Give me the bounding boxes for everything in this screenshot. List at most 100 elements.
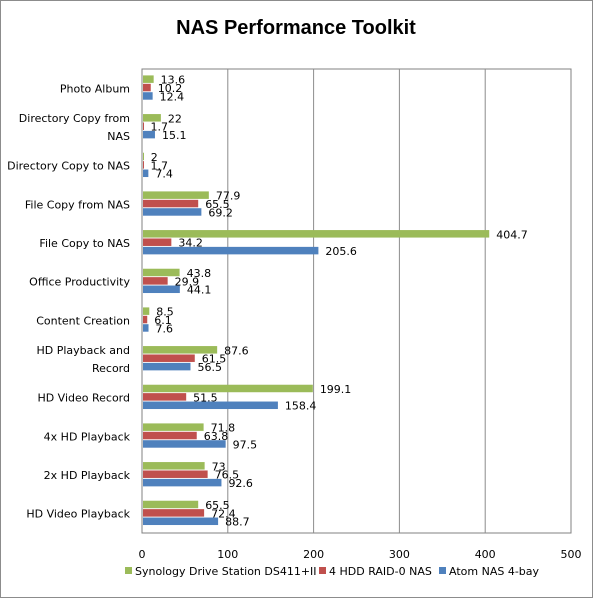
bar-series-0-cat-11 bbox=[143, 500, 199, 509]
data-label: 205.6 bbox=[325, 245, 357, 258]
data-label: 51.5 bbox=[193, 391, 218, 404]
data-label: 8.5 bbox=[156, 306, 174, 319]
bar-series-2-cat-4 bbox=[143, 246, 319, 255]
data-label: 12.4 bbox=[160, 90, 185, 103]
category-label: File Copy to NAS bbox=[39, 237, 130, 250]
bar-series-2-cat-11 bbox=[143, 517, 219, 526]
data-label: 1.7 bbox=[150, 159, 168, 172]
x-tick-label: 300 bbox=[389, 548, 410, 561]
legend-entry: 4 HDD RAID-0 NAS bbox=[329, 565, 432, 578]
bar-series-1-cat-10 bbox=[143, 470, 208, 478]
bar-series-0-cat-8 bbox=[143, 384, 313, 393]
data-label: 404.7 bbox=[496, 228, 528, 241]
bar-series-2-cat-1 bbox=[143, 130, 155, 139]
bar-series-2-cat-7 bbox=[143, 362, 191, 371]
data-label: 29.9 bbox=[175, 275, 200, 288]
category-label: NAS bbox=[107, 130, 130, 143]
legend-swatch-0 bbox=[125, 567, 132, 574]
bar-series-1-cat-2 bbox=[143, 161, 144, 169]
bar-series-0-cat-2 bbox=[143, 152, 144, 161]
data-label: 44.1 bbox=[187, 284, 212, 297]
bar-series-0-cat-3 bbox=[143, 191, 209, 199]
x-tick-label: 500 bbox=[561, 548, 582, 561]
data-label: 69.2 bbox=[208, 206, 233, 219]
bar-series-1-cat-3 bbox=[143, 199, 199, 208]
category-label: 2x HD Playback bbox=[44, 469, 131, 482]
data-label: 65.5 bbox=[205, 499, 230, 512]
x-tick-label: 400 bbox=[475, 548, 496, 561]
chart-title: NAS Performance Toolkit bbox=[176, 17, 416, 39]
bar-series-1-cat-8 bbox=[143, 393, 187, 401]
data-label: 7.4 bbox=[155, 168, 173, 181]
bar-series-1-cat-7 bbox=[143, 354, 195, 362]
category-labels: Photo Album Directory Copy from NAS Directo… bbox=[7, 82, 131, 520]
bar-series-2-cat-2 bbox=[143, 169, 149, 178]
category-label: HD Video Record bbox=[37, 392, 130, 405]
data-label: 15.1 bbox=[162, 129, 187, 142]
data-label: 1.7 bbox=[150, 121, 168, 134]
data-label: 6.1 bbox=[154, 314, 172, 327]
legend-entry: Atom NAS 4-bay bbox=[449, 565, 540, 578]
bar-series-1-cat-11 bbox=[143, 509, 205, 517]
gridlines bbox=[227, 69, 486, 533]
data-label: 43.8 bbox=[187, 267, 212, 280]
legend: Synology Drive Station DS411+II 4 HDD RAI… bbox=[125, 565, 540, 578]
x-tick-label: 100 bbox=[217, 548, 238, 561]
category-label: File Copy from NAS bbox=[25, 198, 130, 211]
bar-series-1-cat-5 bbox=[143, 277, 168, 285]
category-label: Office Productivity bbox=[29, 276, 130, 289]
bar-series-2-cat-5 bbox=[143, 285, 180, 294]
legend-swatch-2 bbox=[439, 567, 446, 574]
bar-series-2-cat-0 bbox=[143, 92, 153, 100]
category-label: HD Playback and bbox=[36, 344, 130, 357]
x-tick-label: 200 bbox=[303, 548, 324, 561]
x-axis-tick-labels: 0 100 200 300 400 500 bbox=[139, 548, 582, 561]
bar-series-1-cat-6 bbox=[143, 315, 148, 324]
bars bbox=[143, 75, 490, 526]
data-label: 63.8 bbox=[204, 430, 229, 443]
plot-area bbox=[141, 68, 572, 534]
bar-series-2-cat-8 bbox=[143, 401, 278, 410]
bar-series-0-cat-0 bbox=[143, 75, 154, 83]
bar-series-0-cat-6 bbox=[143, 307, 150, 315]
data-label: 72.4 bbox=[211, 507, 236, 520]
bar-series-1-cat-0 bbox=[143, 83, 151, 92]
x-tick-label: 0 bbox=[139, 548, 146, 561]
category-label: Record bbox=[92, 362, 130, 375]
data-label: 22 bbox=[168, 112, 182, 125]
data-label: 92.6 bbox=[228, 477, 253, 490]
bar-series-0-cat-5 bbox=[143, 268, 180, 277]
data-label: 7.6 bbox=[156, 322, 174, 335]
bar-series-0-cat-9 bbox=[143, 423, 204, 431]
data-label: 65.5 bbox=[205, 198, 230, 211]
bar-series-2-cat-9 bbox=[143, 440, 226, 448]
category-label: Photo Album bbox=[60, 82, 130, 95]
data-label: 158.4 bbox=[285, 400, 317, 413]
data-label: 34.2 bbox=[178, 237, 203, 250]
legend-entry: Synology Drive Station DS411+II bbox=[135, 565, 317, 578]
data-label: 71.8 bbox=[211, 422, 236, 435]
data-label: 73 bbox=[212, 460, 226, 473]
bar-series-0-cat-10 bbox=[143, 462, 205, 470]
bar-series-0-cat-4 bbox=[143, 230, 490, 238]
category-label: 4x HD Playback bbox=[44, 430, 131, 443]
bar-series-0-cat-1 bbox=[143, 114, 161, 122]
data-label: 10.2 bbox=[158, 82, 183, 95]
data-label: 76.5 bbox=[215, 469, 240, 482]
data-label: 13.6 bbox=[161, 74, 186, 87]
bar-series-2-cat-3 bbox=[143, 208, 202, 216]
bar-series-0-cat-7 bbox=[143, 346, 218, 354]
data-label: 97.5 bbox=[233, 438, 258, 451]
bar-series-1-cat-1 bbox=[143, 122, 144, 130]
category-label: Directory Copy to NAS bbox=[7, 160, 130, 173]
category-label: Content Creation bbox=[36, 314, 130, 327]
data-label: 87.6 bbox=[224, 344, 249, 357]
data-labels: 13.622277.9404.743.88.587.6199.171.87365… bbox=[150, 74, 527, 529]
bar-series-1-cat-9 bbox=[143, 431, 197, 440]
data-label: 199.1 bbox=[320, 383, 352, 396]
bar-series-2-cat-10 bbox=[143, 478, 222, 487]
data-label: 2 bbox=[151, 151, 158, 164]
data-label: 61.5 bbox=[202, 353, 227, 366]
